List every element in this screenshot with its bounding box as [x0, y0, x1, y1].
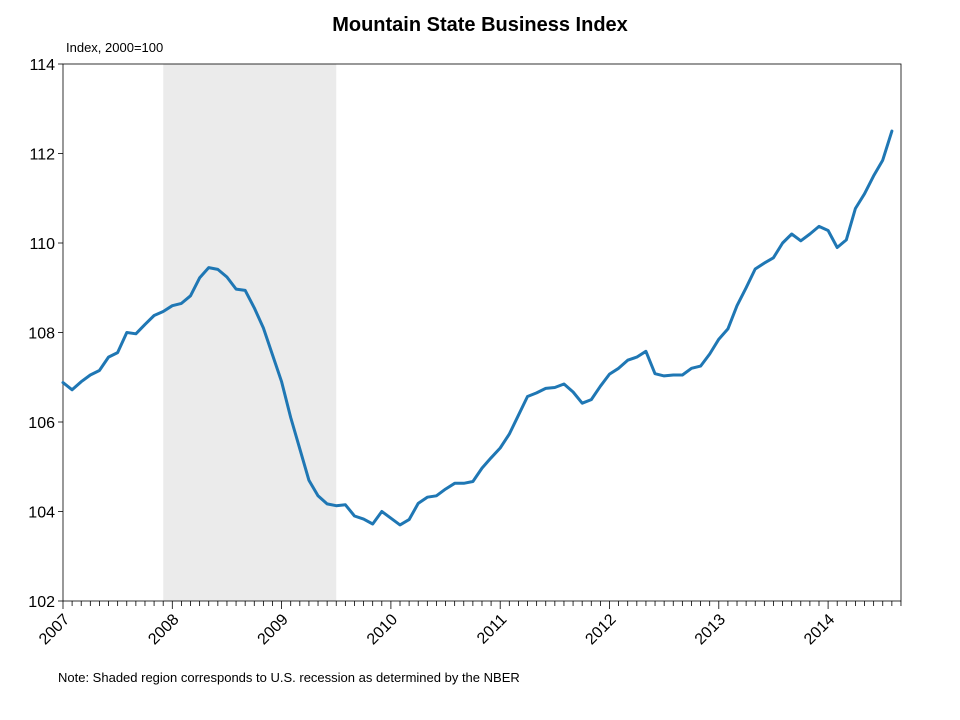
chart-note: Note: Shaded region corresponds to U.S. …	[58, 670, 520, 685]
series-line	[61, 129, 894, 527]
series-lines	[61, 129, 894, 527]
recession-shading-group	[163, 64, 337, 601]
y-tick-label: 114	[29, 57, 55, 74]
x-tick-label: 2008	[145, 611, 182, 648]
x-tick-label: 2014	[801, 611, 838, 648]
x-tick-label: 2010	[364, 611, 401, 648]
y-tick-label: 108	[28, 326, 55, 343]
x-tick-label: 2012	[582, 611, 619, 648]
x-tick-label: 2007	[36, 611, 73, 648]
y-tick-label: 110	[29, 236, 55, 253]
x-tick-label: 2011	[474, 611, 510, 647]
x-tick-label: 2013	[692, 611, 729, 648]
y-tick-label: 104	[28, 505, 55, 522]
y-axis: 102 104 106 108 110 112 114	[28, 57, 63, 611]
y-tick-label: 106	[28, 415, 55, 432]
recession-shading	[163, 64, 337, 601]
y-tick-label: 102	[28, 594, 55, 611]
y-axis-label: Index, 2000=100	[66, 40, 164, 55]
chart-title: Mountain State Business Index	[332, 14, 628, 36]
x-tick-label: 2009	[255, 611, 292, 648]
x-axis: 2007 2008 2009 2010 2011 2012 2013 2014	[36, 601, 902, 648]
y-tick-label: 112	[29, 147, 55, 164]
